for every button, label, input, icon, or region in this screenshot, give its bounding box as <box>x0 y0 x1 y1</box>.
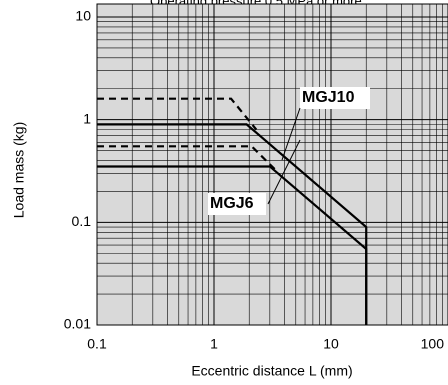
y-axis-label: Load mass (kg) <box>11 122 27 218</box>
annotation: MGJ10 <box>302 89 355 106</box>
x-tick-label: 10 <box>323 336 339 352</box>
data-line <box>97 97 258 131</box>
x-tick-label: 0.1 <box>87 336 107 352</box>
leader-line <box>267 139 301 205</box>
annotation-box <box>300 87 370 109</box>
data-line <box>97 165 368 325</box>
plot-area <box>96 3 448 326</box>
y-tick-label: 0.01 <box>64 316 91 332</box>
leader-line <box>281 107 301 161</box>
annotation-box <box>208 193 266 215</box>
annotation: MGJ6 <box>210 195 254 212</box>
y-tick-label: 10 <box>75 8 91 24</box>
x-tick-label: 1 <box>210 336 218 352</box>
x-axis-label: Eccentric distance L (mm) <box>191 363 352 379</box>
data-line <box>97 145 276 170</box>
x-tick-label: 100 <box>421 336 445 352</box>
y-tick-label: 0.1 <box>72 213 92 229</box>
y-tick-label: 1 <box>83 110 91 126</box>
